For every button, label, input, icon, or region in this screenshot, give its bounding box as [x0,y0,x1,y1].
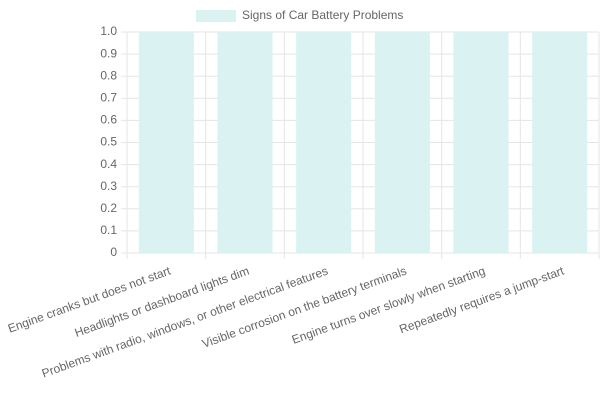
bar [296,32,352,253]
y-tick-label: 0.6 [100,113,117,127]
bar [453,32,509,253]
y-tick-label: 0.4 [100,157,117,171]
y-tick-label: 0.9 [100,46,117,60]
legend-label: Signs of Car Battery Problems [242,8,403,22]
y-tick-label: 1.0 [100,24,117,38]
y-tick-label: 0.5 [100,135,117,149]
y-tick-label: 0.2 [100,201,117,215]
y-tick-label: 0.7 [100,90,117,104]
bar [532,32,588,253]
bar [217,32,273,253]
bar [374,32,430,253]
legend-swatch [196,10,236,22]
y-tick-label: 0.3 [100,179,117,193]
y-tick-label: 0 [110,245,117,259]
bar [138,32,194,253]
y-tick-label: 0.8 [100,68,117,82]
y-tick-label: 0.1 [100,223,117,237]
